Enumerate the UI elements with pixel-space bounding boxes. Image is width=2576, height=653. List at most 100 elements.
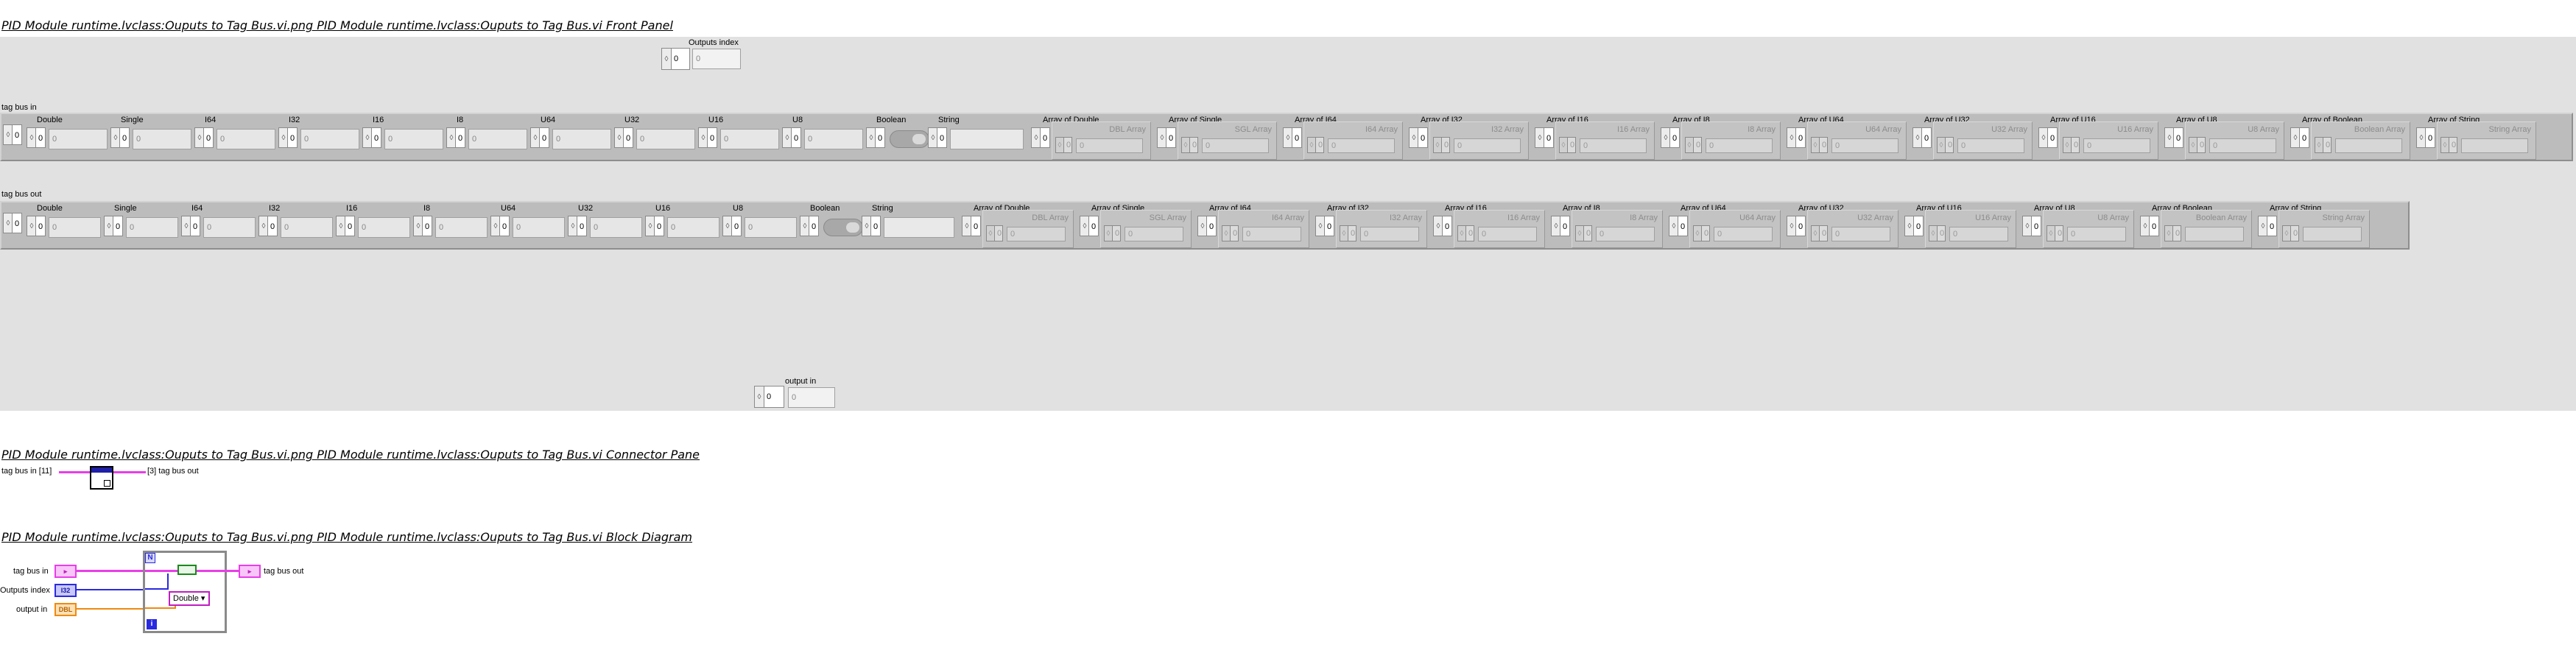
tag_bus_out-inner-index[interactable]: 0: [1583, 225, 1592, 241]
tag_bus_out-scalar-index[interactable]: 0: [499, 216, 510, 236]
tag_bus_out-string-field[interactable]: [884, 217, 954, 238]
tag_bus_in-array-increment-icon[interactable]: ◊: [2290, 127, 2301, 148]
tag_bus_in-boolean-switch[interactable]: [890, 130, 929, 148]
tag_bus_in-inner-field[interactable]: [2335, 138, 2402, 153]
tag_bus_out-array-index[interactable]: 0: [971, 216, 981, 236]
tag_bus_in-scalar-index[interactable]: 0: [203, 127, 214, 148]
tag_bus_in-scalar-field[interactable]: 0: [217, 129, 275, 149]
tag_bus_in-inner-index[interactable]: 0: [1315, 137, 1324, 153]
tag_bus_in-array-index[interactable]: 0: [1544, 127, 1554, 148]
tag_bus_out-inner-field[interactable]: 0: [1242, 227, 1301, 241]
tag_bus_out-inner-index[interactable]: 0: [1937, 225, 1946, 241]
tag_bus_in-array-index[interactable]: 0: [1292, 127, 1302, 148]
tag_bus_out-inner-index[interactable]: 0: [2290, 225, 2299, 241]
tag_bus_in-scalar-field[interactable]: 0: [720, 129, 779, 149]
tag_bus_in-inner-index[interactable]: 0: [1567, 137, 1576, 153]
connector-pane-icon[interactable]: [90, 466, 113, 490]
tag_bus_in-array-index[interactable]: 0: [1040, 127, 1050, 148]
tag_bus_out-inner-index[interactable]: 0: [1348, 225, 1356, 241]
tag_bus_in-scalar-field[interactable]: 0: [636, 129, 695, 149]
tag_bus_in-inner-index[interactable]: 0: [1063, 137, 1072, 153]
tag_bus_in-inner-index[interactable]: 0: [1693, 137, 1702, 153]
tag_bus_in-inner-index[interactable]: 0: [1819, 137, 1828, 153]
tag_bus_in-string-index[interactable]: 0: [937, 127, 947, 148]
tag_bus_out-scalar-index[interactable]: 0: [113, 216, 123, 236]
tag_bus_out-index[interactable]: 0: [12, 213, 22, 233]
tag_bus_out-array-index[interactable]: 0: [1795, 216, 1806, 236]
tag_bus_out-array-index[interactable]: 0: [2267, 216, 2277, 236]
tag_bus_out-scalar-field[interactable]: 0: [281, 217, 333, 238]
tag_bus_out-array-index[interactable]: 0: [1088, 216, 1099, 236]
tag_bus_in-scalar-index[interactable]: 0: [287, 127, 298, 148]
tag_bus_in-array-index[interactable]: 0: [1921, 127, 1932, 148]
tag_bus_in-scalar-index[interactable]: 0: [707, 127, 717, 148]
tag_bus_out-array-index[interactable]: 0: [1324, 216, 1334, 236]
tag_bus_in-inner-field[interactable]: 0: [1706, 138, 1773, 153]
tag_bus_out-scalar-field[interactable]: 0: [358, 217, 410, 238]
tag_bus_in-scalar-index[interactable]: 0: [371, 127, 381, 148]
tag_bus_out-array-index[interactable]: 0: [1442, 216, 1452, 236]
tag_bus_in-scalar-increment-icon[interactable]: ◊: [614, 127, 624, 148]
tag_bus_in-inner-field[interactable]: 0: [1328, 138, 1395, 153]
tag_bus_in-inner-index[interactable]: 0: [1945, 137, 1954, 153]
tag_bus_out-scalar-field[interactable]: 0: [590, 217, 642, 238]
tag_bus_out-inner-field[interactable]: 0: [1596, 227, 1655, 241]
tag_bus_in-inner-field[interactable]: 0: [1580, 138, 1647, 153]
tag_bus_out-inner-field[interactable]: 0: [1360, 227, 1419, 241]
tag_bus_out-inner-field[interactable]: [2303, 227, 2362, 241]
bd-bundle-node-icon[interactable]: [177, 565, 197, 575]
tag_bus_out-array-index[interactable]: 0: [2149, 216, 2159, 236]
tag_bus_out-inner-index[interactable]: 0: [1230, 225, 1239, 241]
tag_bus_in-inner-field[interactable]: 0: [1831, 138, 1898, 153]
outputs-index-increment-icon[interactable]: ◊: [661, 48, 672, 70]
tag_bus_in-scalar-increment-icon[interactable]: ◊: [698, 127, 708, 148]
tag_bus_in-scalar-field[interactable]: 0: [468, 129, 527, 149]
bd-outputs-index-terminal[interactable]: I32: [54, 584, 77, 597]
tag_bus_out-inner-field[interactable]: 0: [1949, 227, 2008, 241]
tag_bus_out-inner-index[interactable]: 0: [2055, 225, 2063, 241]
tag_bus_out-inner-index[interactable]: 0: [1465, 225, 1474, 241]
tag_bus_in-inner-field[interactable]: 0: [1454, 138, 1521, 153]
tag_bus_out-scalar-index[interactable]: 0: [190, 216, 200, 236]
tag_bus_in-scalar-field[interactable]: 0: [804, 129, 863, 149]
tag_bus_in-scalar-index[interactable]: 0: [119, 127, 130, 148]
tag_bus_in-inner-field[interactable]: 0: [2209, 138, 2276, 153]
bd-output-in-terminal[interactable]: DBL: [54, 603, 77, 616]
tag_bus_in-scalar-field[interactable]: 0: [552, 129, 611, 149]
tag_bus_out-scalar-index[interactable]: 0: [267, 216, 278, 236]
tag_bus_out-inner-index[interactable]: 0: [1819, 225, 1828, 241]
tag_bus_out-string-index[interactable]: 0: [870, 216, 881, 236]
bd-tag-bus-in-terminal[interactable]: ▸: [54, 565, 77, 578]
tag_bus_out-scalar-index[interactable]: 0: [577, 216, 587, 236]
tag_bus_out-inner-field[interactable]: 0: [1007, 227, 1066, 241]
tag_bus_out-scalar-field[interactable]: 0: [745, 217, 797, 238]
tag_bus_out-array-index[interactable]: 0: [1913, 216, 1924, 236]
tag_bus_out-scalar-index[interactable]: 0: [654, 216, 664, 236]
tag_bus_in-scalar-field[interactable]: 0: [300, 129, 359, 149]
tag_bus_in-inner-field[interactable]: 0: [1957, 138, 2024, 153]
tag_bus_in-inner-field[interactable]: 0: [2083, 138, 2150, 153]
tag_bus_in-scalar-index[interactable]: 0: [791, 127, 801, 148]
tag_bus_out-boolean-switch[interactable]: [823, 219, 863, 236]
tag_bus_out-inner-index[interactable]: 0: [1701, 225, 1710, 241]
tag_bus_in-array-index[interactable]: 0: [1166, 127, 1176, 148]
tag_bus_in-inner-index[interactable]: 0: [2071, 137, 2080, 153]
tag_bus_out-inner-field[interactable]: 0: [1125, 227, 1183, 241]
tag_bus_out-boolean-index[interactable]: 0: [809, 216, 819, 236]
tag_bus_in-inner-field[interactable]: 0: [1202, 138, 1269, 153]
tag_bus_in-array-index[interactable]: 0: [2299, 127, 2309, 148]
tag_bus_in-array-index[interactable]: 0: [2173, 127, 2183, 148]
tag_bus_out-scalar-increment-icon[interactable]: ◊: [27, 216, 37, 236]
tag_bus_in-scalar-field[interactable]: 0: [133, 129, 191, 149]
tag_bus_out-inner-field[interactable]: 0: [1831, 227, 1890, 241]
tag_bus_out-inner-field[interactable]: 0: [1478, 227, 1537, 241]
tag_bus_in-scalar-index[interactable]: 0: [623, 127, 633, 148]
tag_bus_out-scalar-index[interactable]: 0: [35, 216, 46, 236]
bd-tag-bus-out-terminal[interactable]: ▸: [239, 565, 261, 578]
outputs-index-value[interactable]: 0: [692, 49, 741, 69]
tag_bus_in-inner-index[interactable]: 0: [2197, 137, 2206, 153]
tag_bus_in-inner-field[interactable]: 0: [1076, 138, 1143, 153]
tag_bus_in-boolean-index[interactable]: 0: [875, 127, 885, 148]
tag_bus_in-index[interactable]: 0: [12, 124, 22, 145]
tag_bus_out-inner-field[interactable]: 0: [1714, 227, 1773, 241]
